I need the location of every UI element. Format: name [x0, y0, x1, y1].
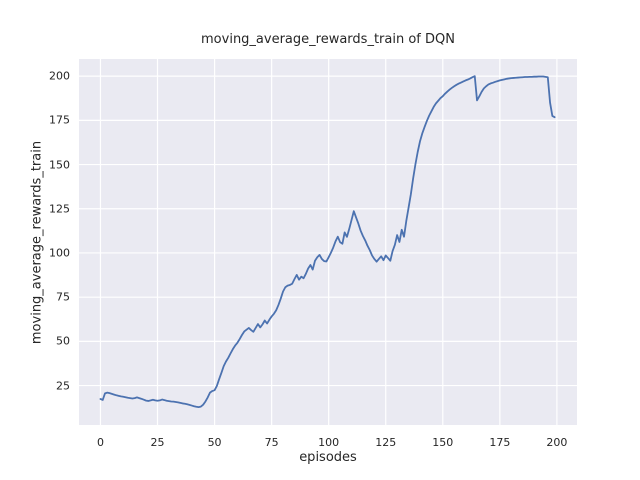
plot-background — [79, 59, 577, 425]
x-tick-label: 50 — [207, 436, 222, 449]
x-tick-label: 0 — [96, 436, 104, 449]
x-tick-label: 200 — [546, 436, 568, 449]
y-tick-label: 25 — [56, 379, 70, 393]
chart-title: moving_average_rewards_train of DQN — [201, 32, 455, 47]
y-tick-label: 50 — [56, 334, 70, 348]
y-tick-label: 100 — [49, 246, 70, 260]
x-tick-label: 175 — [489, 436, 511, 449]
x-tick-label: 150 — [432, 436, 454, 449]
y-axis-label: moving_average_rewards_train — [29, 140, 45, 345]
y-tick-label: 175 — [49, 113, 70, 127]
plot-area — [79, 59, 577, 425]
x-tick-label: 25 — [150, 436, 165, 449]
x-tick-label: 125 — [375, 436, 397, 449]
x-tick-label: 100 — [318, 436, 340, 449]
y-tick-label: 150 — [49, 158, 70, 172]
x-axis-label: episodes — [299, 450, 357, 465]
line-chart-canvas — [79, 59, 577, 425]
data-line — [99, 75, 556, 409]
y-tick-label: 125 — [49, 202, 70, 216]
y-tick-label: 75 — [56, 290, 70, 304]
y-tick-label: 200 — [49, 69, 70, 83]
x-tick-label: 75 — [264, 436, 279, 449]
